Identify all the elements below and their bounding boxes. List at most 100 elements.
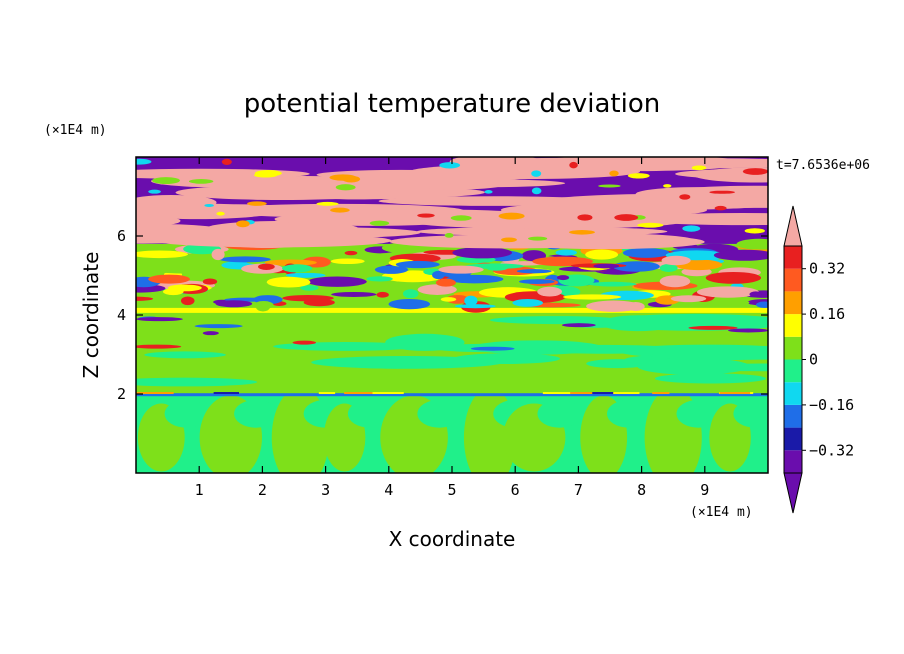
turbulence-patch [713,249,768,261]
turbulence-patch [366,276,393,282]
turbulence-patch [148,274,190,284]
y-axis-label: Z coordinate [79,252,103,379]
turbulence-patch [395,260,440,269]
turbulence-patch [586,300,642,312]
mid-fleck [470,346,515,351]
turbulence-patch [588,281,637,287]
turbulence-patch [622,247,670,258]
turbulence-patch [210,272,256,278]
mid-fleck [292,340,317,345]
upper-edge [335,184,356,191]
yellow-band [136,307,768,313]
upper-edge [663,184,672,188]
upper-edge [369,220,390,226]
upper-edge [531,170,542,177]
turbulence-patch [659,275,691,288]
turbulence-patch [562,294,622,300]
turbulence-patch [736,238,768,250]
turbulence-patch [440,297,457,302]
turbulence-patch [258,263,275,270]
turbulence-patch [417,284,457,295]
upper-edge [531,187,542,195]
turbulence-patch [374,265,409,274]
colorbar-tick-label: 0 [809,351,818,369]
upper-band [192,226,421,239]
turbulence-patch [266,276,311,288]
turbulence-patch [537,286,562,297]
upper-band [381,208,470,219]
upper-edge [330,207,350,213]
upper-edge [528,236,548,241]
colorbar-swatch [784,336,802,360]
upper-edge [188,179,214,184]
upper-edge [742,168,768,175]
mid-streak [453,353,561,364]
upper-edge [247,201,267,206]
mid-streak [654,373,767,384]
upper-edge [679,194,691,200]
colorbar-over-arrow [783,205,803,247]
colorbar-swatch [784,404,802,428]
upper-edge [221,158,232,165]
x-tick-label: 8 [637,481,646,499]
turbulence-patch [728,300,750,305]
interface-streak [568,392,593,395]
y-tick-label: 4 [117,306,126,324]
x-tick-label: 1 [195,481,204,499]
upper-band [633,213,768,226]
interface-streak [596,392,623,395]
turbulence-patch [163,288,184,296]
turbulence-patch [255,301,271,312]
upper-edge [417,213,435,218]
upper-edge [329,174,357,181]
x-tick-label: 5 [447,481,456,499]
plume-blob [676,399,721,428]
plume-blob [417,399,462,428]
turbulence-patch [557,275,570,281]
upper-band [635,187,758,202]
turbulence-patch [435,278,456,287]
colorbar-swatch [784,450,802,473]
upper-band [316,169,486,180]
upper-band [587,158,768,169]
turbulence-patch [331,291,377,297]
turbulence-patch [585,249,619,260]
turbulence-patch [402,289,419,299]
colorbar-swatch [784,314,802,337]
time-label: t=7.6536e+06 [776,158,870,173]
mid-streak [637,357,750,375]
upper-edge [709,190,735,194]
mid-fleck [136,317,183,322]
turbulence-patch [516,269,552,274]
mid-fleck [561,323,596,328]
x-axis-unit: (×1E4 m) [690,505,753,520]
upper-band [274,215,444,225]
x-tick-label: 9 [700,481,709,499]
turbulence-patch [432,270,445,280]
upper-edge [691,165,707,171]
colorbar: 0.32 0.16 0 −0.16 −0.32 [783,205,854,514]
turbulence-patch [195,294,221,299]
turbulence-patch [464,295,478,306]
upper-edge [598,184,621,188]
upper-edge [148,189,161,194]
mid-fleck [136,344,182,349]
turbulence-patch [593,263,620,269]
interface-streak [542,392,571,395]
upper-edge [484,190,493,194]
upper-edge [744,228,765,234]
upper-edge [714,205,727,211]
x-tick-label: 3 [321,481,330,499]
interface-line [136,393,768,397]
mid-streak [336,357,448,369]
upper-edge [682,225,701,232]
colorbar-tick-label: 0.32 [809,260,845,278]
turbulence-patch [282,294,334,302]
upper-band [503,234,705,250]
upper-edge [439,162,461,169]
mid-streak [526,344,683,354]
plume-blob [164,399,209,428]
turbulence-patch [330,258,365,265]
turbulence-patch [626,302,645,311]
turbulence-patch [219,256,271,263]
